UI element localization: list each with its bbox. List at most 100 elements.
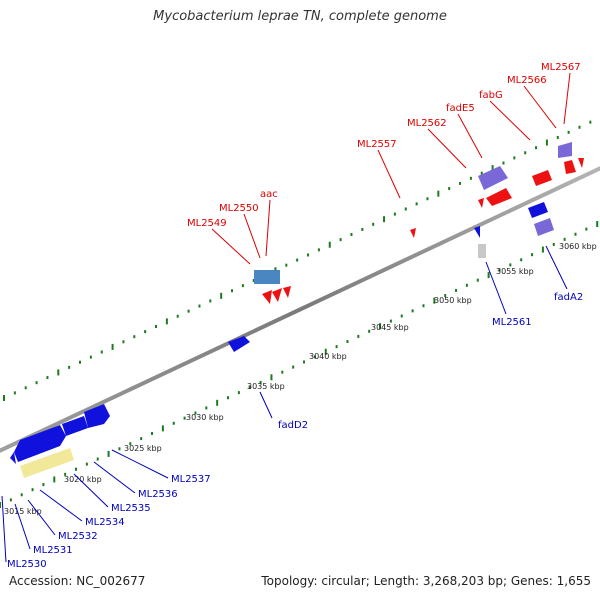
gene-red-small[interactable]	[283, 286, 291, 298]
gene-fadE5[interactable]	[486, 188, 512, 206]
reverse-tick	[596, 221, 599, 228]
label-ml2550: ML2550	[219, 203, 259, 214]
forward-tick	[79, 360, 82, 364]
reverse-tick	[563, 237, 566, 241]
scale-tick-label: 3050 kbp	[434, 296, 472, 305]
forward-tick	[437, 190, 440, 197]
reverse-tick	[411, 309, 414, 313]
reverse-tick	[118, 447, 121, 451]
reverse-strand-ticks	[0, 221, 599, 508]
gene-grey[interactable]	[478, 244, 486, 258]
forward-tick	[307, 253, 310, 257]
forward-tick	[361, 227, 364, 231]
forward-tick	[122, 340, 125, 344]
reverse-tick	[9, 498, 12, 502]
forward-tick	[155, 324, 158, 328]
gene-blue-right[interactable]	[528, 202, 548, 218]
reverse-tick	[422, 304, 425, 308]
accession-label: Accession: NC_002677	[9, 574, 146, 588]
reverse-tick	[335, 345, 338, 349]
forward-tick	[165, 318, 168, 325]
gene-aac[interactable]	[254, 270, 280, 284]
forward-tick	[144, 330, 147, 334]
reverse-tick	[346, 340, 349, 344]
gene-ml2566[interactable]	[558, 142, 572, 158]
reverse-tick	[31, 488, 34, 492]
reverse-tick	[172, 421, 175, 425]
reverse-tick	[107, 450, 110, 457]
gene-ml2562[interactable]	[478, 166, 508, 190]
label-ml2562: ML2562	[407, 118, 447, 129]
reverse-tick	[520, 258, 523, 262]
label-ml2535-leader	[73, 473, 109, 508]
forward-tick	[209, 299, 212, 303]
reverse-tick	[42, 483, 45, 487]
gene-red-arrow[interactable]	[478, 198, 484, 208]
genome-summary: Topology: circular; Length: 3,268,203 bp…	[261, 574, 591, 588]
gene-ml2557[interactable]	[410, 228, 416, 238]
gene-ml2535[interactable]	[84, 404, 110, 428]
reverse-tick	[140, 437, 143, 441]
reverse-tick	[465, 283, 468, 287]
label-ml2536: ML2536	[138, 489, 178, 500]
gene-fadA2[interactable]	[534, 218, 554, 236]
gene-small-arrow[interactable]	[10, 452, 16, 464]
label-ml2532: ML2532	[58, 531, 98, 542]
label-ml2549-leader	[211, 228, 251, 265]
reverse-tick	[53, 476, 56, 483]
label-ml2557: ML2557	[357, 139, 397, 150]
forward-tick	[426, 197, 429, 201]
gene-fadD2[interactable]	[228, 336, 250, 352]
reverse-tick	[237, 391, 240, 395]
gene-features[interactable]	[10, 142, 584, 478]
scale-tick-label: 3020 kbp	[64, 475, 102, 484]
forward-tick	[13, 391, 16, 395]
reverse-tick	[64, 472, 67, 476]
forward-tick	[578, 125, 581, 129]
forward-tick	[415, 202, 418, 206]
forward-tick	[285, 263, 288, 267]
forward-tick	[57, 369, 60, 376]
gene-ml2537[interactable]	[14, 425, 66, 462]
label-ml2567-leader	[563, 72, 571, 125]
reverse-tick	[227, 396, 230, 400]
gene-ml2549[interactable]	[272, 288, 282, 302]
scale-labels: 3015 kbp 3020 kbp 3025 kbp 3030 kbp 3035 kbp…	[4, 242, 597, 516]
gene-ml2561[interactable]	[474, 226, 480, 238]
gene-ml2567[interactable]	[564, 160, 576, 174]
gene-yellow[interactable]	[20, 448, 74, 478]
forward-tick	[480, 171, 483, 175]
label-fadd2-leader	[259, 391, 273, 419]
label-ml2536-leader	[93, 461, 136, 494]
gene-ml2550[interactable]	[262, 290, 272, 304]
reverse-tick	[0, 502, 1, 508]
gene-fabG[interactable]	[532, 170, 552, 186]
label-fabg-leader	[489, 100, 531, 141]
reverse-tick	[281, 370, 284, 374]
label-aac: aac	[260, 189, 278, 200]
scale-tick-label: 3055 kbp	[496, 267, 534, 276]
reverse-tick	[259, 380, 262, 384]
forward-tick	[339, 238, 342, 242]
label-fade5: fadE5	[446, 103, 475, 114]
label-ml2537-leader	[111, 449, 169, 479]
reverse-tick	[216, 399, 219, 406]
label-fada2: fadA2	[554, 292, 583, 303]
label-ml2534-leader	[39, 489, 83, 522]
label-fadd2: fadD2	[278, 420, 308, 431]
reverse-tick	[368, 329, 371, 333]
reverse-tick	[476, 278, 479, 282]
scale-tick-label: 3060 kbp	[559, 242, 597, 251]
gene-ml2536[interactable]	[62, 416, 88, 436]
forward-tick	[589, 120, 592, 124]
reverse-tick	[194, 411, 197, 415]
label-ml2549: ML2549	[187, 218, 227, 229]
gene-red-end[interactable]	[578, 158, 584, 168]
forward-tick	[252, 278, 255, 282]
label-ml2561-leader	[485, 261, 507, 315]
label-ml2530-leader	[1, 495, 7, 563]
forward-tick	[35, 381, 38, 385]
label-ml2561: ML2561	[492, 317, 532, 328]
